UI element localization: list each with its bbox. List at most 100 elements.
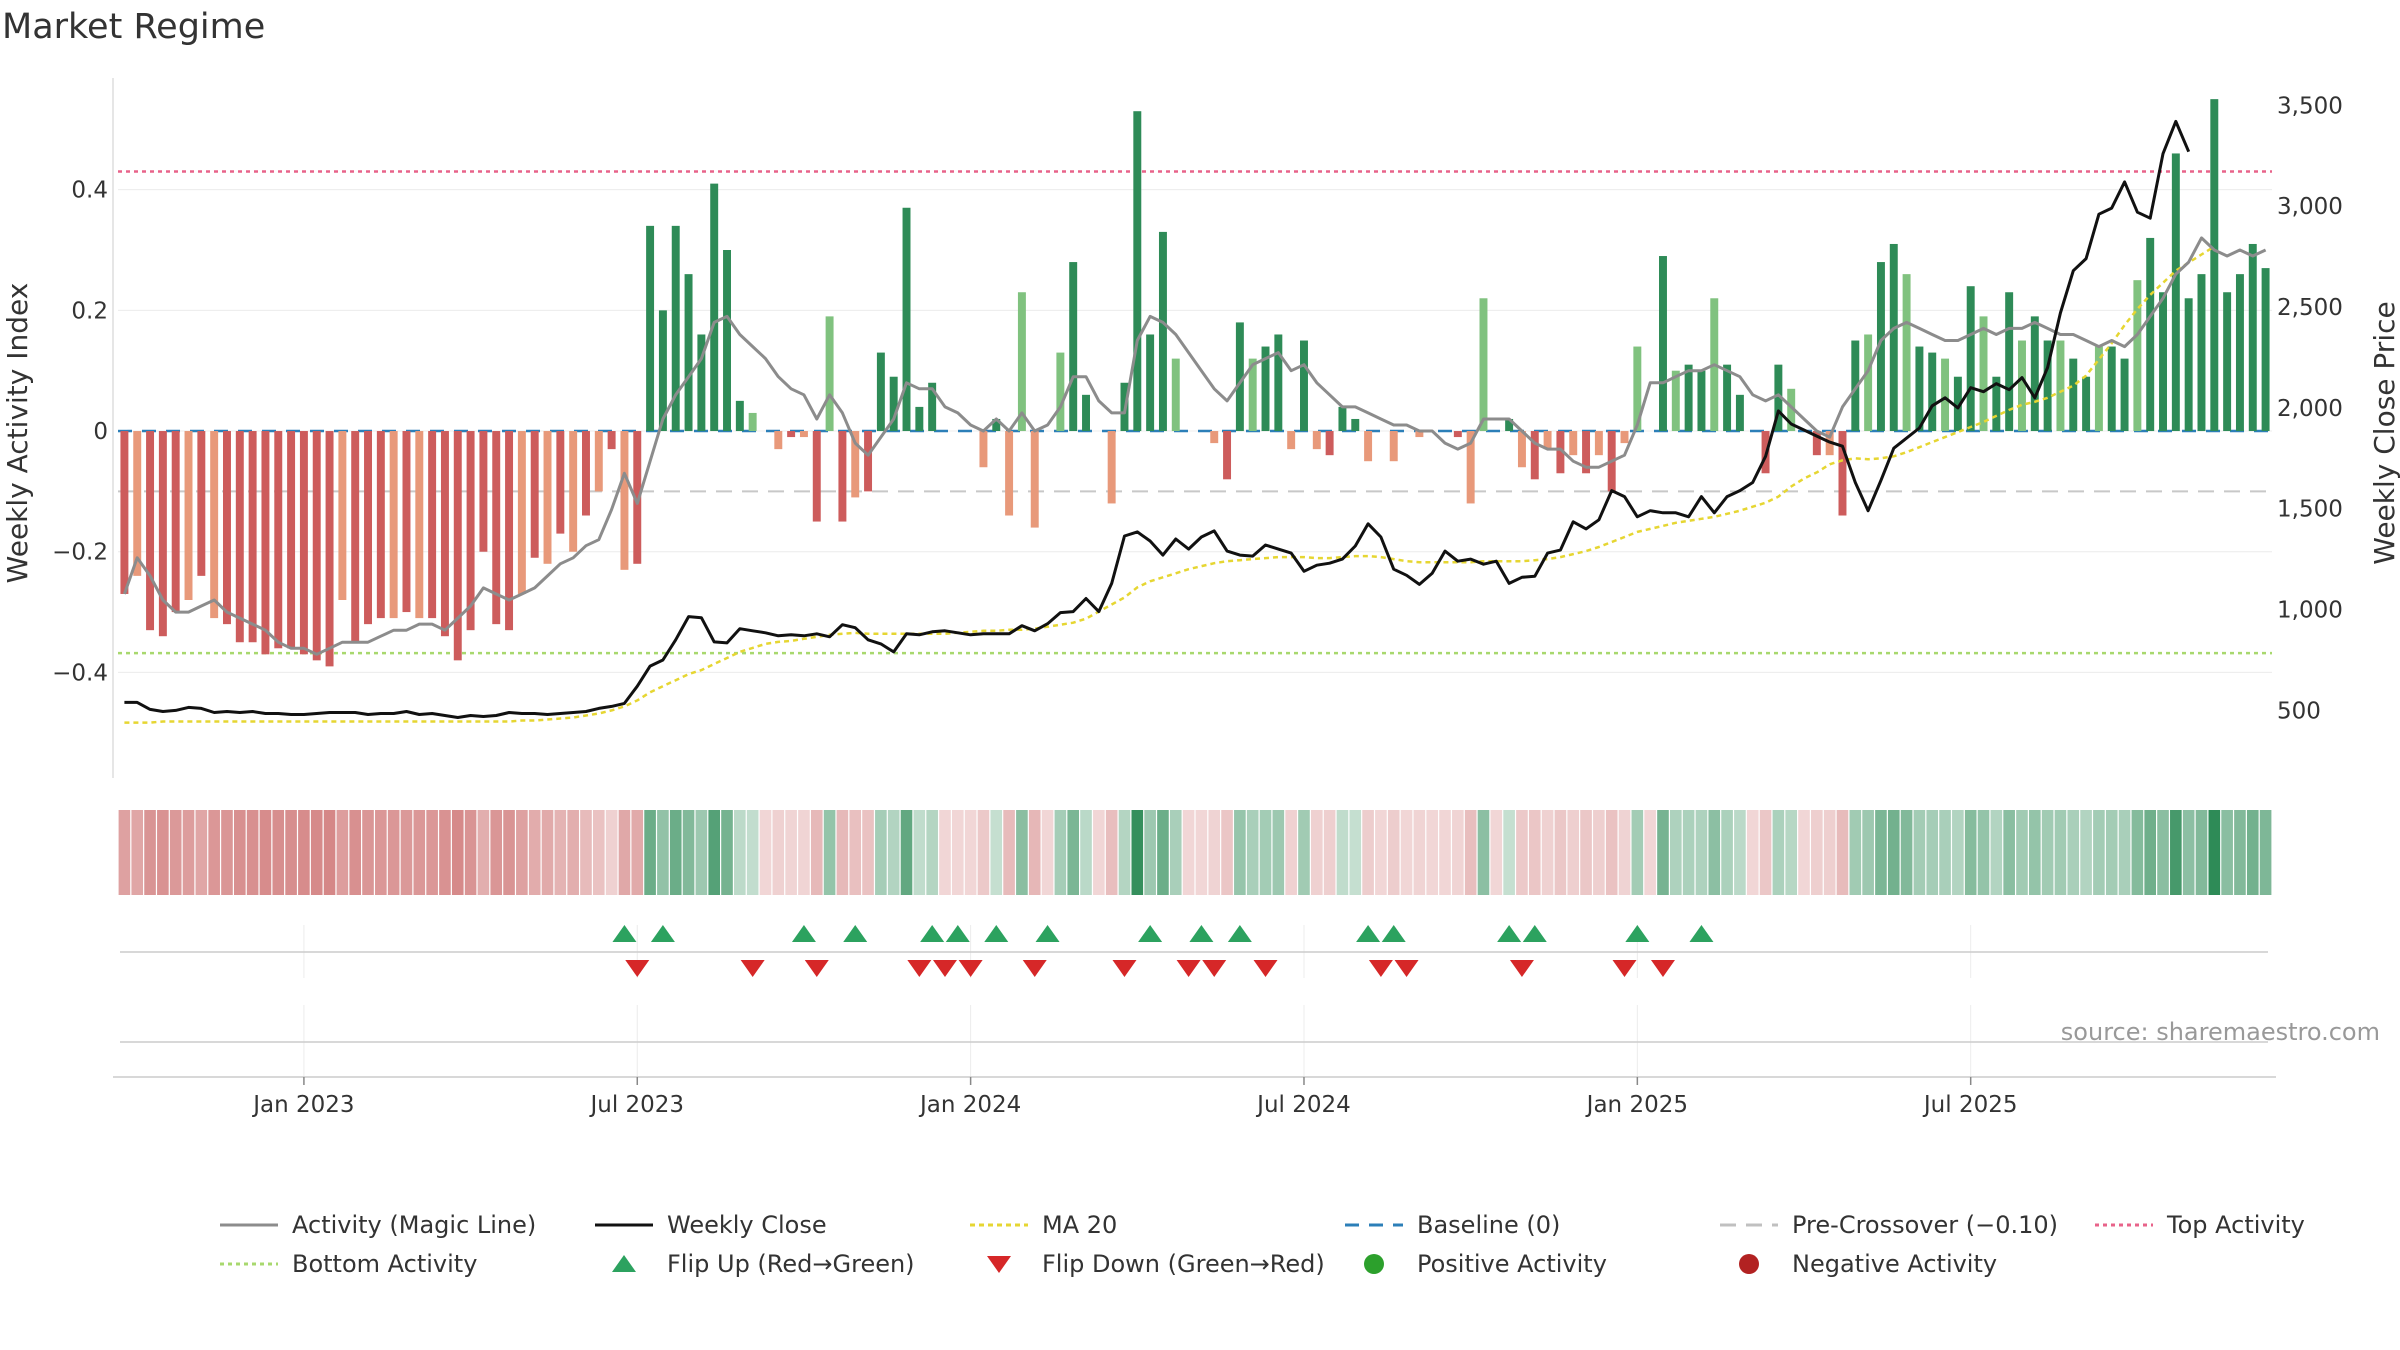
flip-up-marker xyxy=(920,925,945,942)
flip-up-marker xyxy=(1497,925,1522,942)
regime-cell xyxy=(746,810,759,895)
regime-cell xyxy=(1644,810,1656,895)
activity-bar xyxy=(1415,431,1424,438)
activity-bar xyxy=(1351,418,1360,432)
regime-cell xyxy=(580,810,592,895)
regime-cell xyxy=(618,810,631,895)
regime-cell xyxy=(2259,810,2272,895)
flip-up-marker xyxy=(1625,925,1650,942)
activity-bar xyxy=(1697,370,1706,432)
activity-bar xyxy=(928,382,937,432)
activity-bar xyxy=(1671,370,1680,432)
regime-cell xyxy=(1913,810,1926,895)
activity-bar xyxy=(1210,431,1219,444)
regime-strip xyxy=(118,810,2272,895)
regime-cell xyxy=(1631,810,1644,895)
regime-cell xyxy=(2016,810,2028,895)
legend-label: Activity (Magic Line) xyxy=(292,1211,536,1239)
legend-label: Flip Up (Red→Green) xyxy=(667,1250,915,1278)
activity-bar xyxy=(1338,406,1347,432)
regime-cell xyxy=(964,810,977,895)
regime-cell xyxy=(349,810,362,895)
regime-cell xyxy=(1516,810,1528,895)
activity-bar xyxy=(1158,231,1167,432)
regime-cell xyxy=(2170,810,2182,895)
activity-bar xyxy=(1005,431,1014,516)
regime-cell xyxy=(1285,810,1297,895)
legend: Activity (Magic Line) Weekly Close MA 20 Ba… xyxy=(220,1211,2305,1278)
activity-bar xyxy=(1069,262,1078,432)
flip-down-marker xyxy=(1394,960,1419,977)
regime-cell xyxy=(1734,810,1746,895)
regime-cell xyxy=(1977,810,1990,895)
regime-cell xyxy=(272,810,285,895)
flip-up-marker xyxy=(945,925,970,942)
activity-bar xyxy=(2056,340,2065,432)
regime-cell xyxy=(1541,810,1554,895)
right-tick-label: 2,000 xyxy=(2277,396,2343,422)
regime-cell xyxy=(1862,810,1874,895)
activity-bar xyxy=(1530,431,1539,480)
activity-bar xyxy=(466,431,475,631)
regime-cell xyxy=(1362,810,1374,895)
regime-cell xyxy=(592,810,605,895)
activity-bar xyxy=(543,431,552,564)
flip-down-marker xyxy=(1509,960,1534,977)
activity-bar xyxy=(2235,274,2244,432)
activity-bar xyxy=(1684,364,1693,432)
regime-cell xyxy=(1298,810,1310,895)
activity-bar xyxy=(338,431,347,600)
activity-bar xyxy=(517,431,526,594)
activity-bar xyxy=(1902,274,1911,432)
flip-up-marker xyxy=(843,925,868,942)
activity-bar xyxy=(2133,280,2142,432)
flip-down-marker xyxy=(1253,960,1278,977)
activity-bar xyxy=(2223,292,2232,432)
x-tick-label: Jul 2024 xyxy=(1255,1092,1351,1118)
activity-bar xyxy=(492,431,501,625)
magic-line xyxy=(122,236,2267,656)
activity-bar xyxy=(671,225,680,432)
chart-title: Market Regime xyxy=(2,7,265,47)
flip-down-marker xyxy=(1650,960,1675,977)
activity-bar xyxy=(2094,346,2103,432)
regime-cell xyxy=(2093,810,2105,895)
regime-cell xyxy=(2105,810,2118,895)
activity-bar xyxy=(1723,364,1732,432)
activity-bar xyxy=(312,431,321,661)
regime-cell xyxy=(1605,810,1618,895)
regime-cell xyxy=(387,810,400,895)
regime-cell xyxy=(1208,810,1221,895)
right-axis-label: Weekly Close Price xyxy=(2368,301,2400,564)
flip-down-marker xyxy=(958,960,983,977)
regime-cell xyxy=(1964,810,1977,895)
regime-cell xyxy=(669,810,682,895)
activity-bar xyxy=(389,431,398,619)
flip-up-marker xyxy=(1189,925,1214,942)
regime-cell xyxy=(182,810,195,895)
legend-swatch xyxy=(1364,1254,1384,1274)
regime-cell xyxy=(1118,810,1131,895)
regime-cell xyxy=(913,810,926,895)
regime-cell xyxy=(1003,810,1015,895)
regime-cell xyxy=(2003,810,2015,895)
activity-bar xyxy=(1633,346,1642,432)
activity-bar xyxy=(158,431,167,637)
regime-cell xyxy=(1682,810,1695,895)
activity-bar xyxy=(2197,274,2206,432)
weekly-close-line xyxy=(124,119,2191,719)
activity-bar xyxy=(582,431,590,516)
activity-bar xyxy=(428,431,437,619)
regime-cell xyxy=(2144,810,2157,895)
activity-bar xyxy=(1287,431,1296,450)
regime-cell xyxy=(362,810,374,895)
regime-cell xyxy=(785,810,797,895)
regime-cell xyxy=(887,810,900,895)
activity-bar xyxy=(1582,431,1591,474)
activity-bar xyxy=(1915,346,1924,432)
activity-bar xyxy=(1453,431,1462,438)
series-lines xyxy=(122,119,2267,724)
activity-bar xyxy=(1569,431,1578,456)
regime-cell xyxy=(1246,810,1259,895)
activity-bar xyxy=(1864,334,1873,432)
